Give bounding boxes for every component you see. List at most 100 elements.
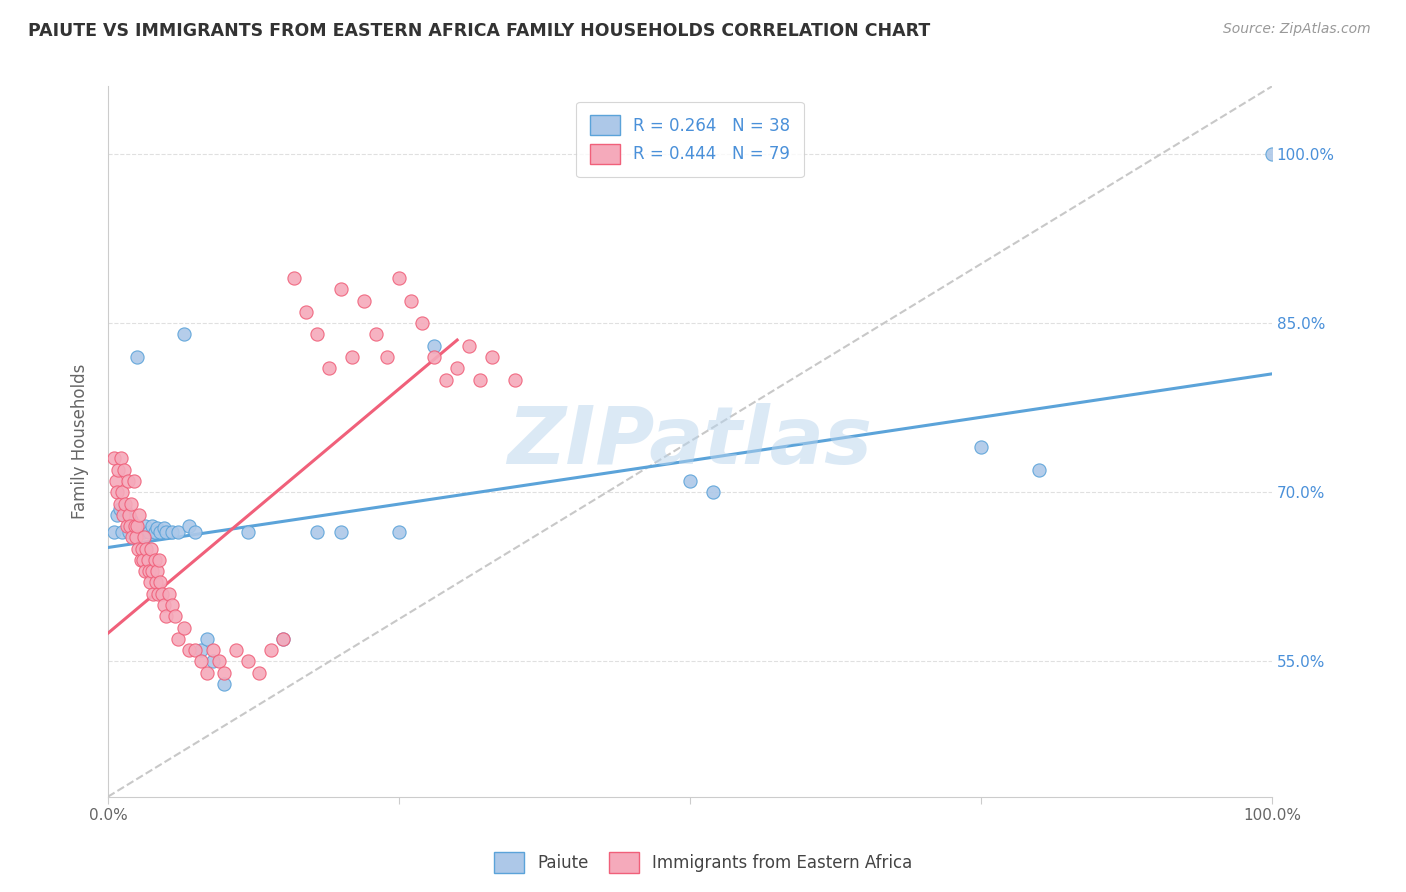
Point (103, 451, 125, 466)
Point (184, 524, 207, 539)
Text: ZIPatlas: ZIPatlas (508, 402, 873, 481)
Point (1028, 463, 1050, 477)
Point (148, 553, 170, 567)
Point (145, 575, 167, 590)
Point (105, 508, 128, 522)
Point (201, 654, 224, 668)
Point (166, 632, 188, 646)
Point (342, 350, 364, 364)
Point (114, 502, 136, 516)
Point (423, 350, 446, 364)
Point (115, 519, 138, 533)
Point (457, 339, 479, 353)
Point (122, 474, 145, 488)
Point (225, 643, 247, 657)
Point (143, 553, 166, 567)
Point (120, 496, 142, 510)
Point (207, 654, 229, 668)
Point (118, 524, 141, 539)
Point (247, 665, 270, 680)
Point (127, 541, 149, 556)
Point (107, 463, 129, 477)
Point (132, 524, 155, 539)
Point (120, 513, 142, 527)
Point (399, 293, 422, 308)
Point (134, 519, 156, 533)
Point (138, 564, 160, 578)
Point (132, 530, 155, 544)
Point (166, 524, 188, 539)
Point (135, 541, 157, 556)
Point (329, 524, 352, 539)
Point (108, 496, 131, 510)
Point (125, 530, 148, 544)
Point (121, 530, 143, 544)
Point (481, 350, 503, 364)
Point (103, 524, 125, 539)
Point (149, 524, 172, 539)
Point (179, 643, 201, 657)
Point (190, 654, 212, 668)
Point (105, 474, 128, 488)
Point (139, 541, 162, 556)
Point (179, 519, 201, 533)
Point (364, 327, 387, 342)
Point (112, 508, 135, 522)
Point (970, 440, 993, 454)
Point (131, 541, 153, 556)
Point (423, 339, 446, 353)
Point (283, 271, 305, 285)
Point (173, 621, 195, 635)
Point (143, 524, 166, 539)
Point (128, 508, 150, 522)
Point (165, 609, 187, 624)
Point (146, 521, 169, 535)
Point (149, 575, 172, 590)
Point (307, 524, 329, 539)
Point (411, 316, 433, 330)
Point (307, 327, 329, 342)
Point (110, 451, 132, 466)
Point (114, 496, 136, 510)
Point (214, 665, 236, 680)
Point (434, 372, 457, 386)
Point (160, 598, 183, 612)
Text: Source: ZipAtlas.com: Source: ZipAtlas.com (1223, 22, 1371, 37)
Point (118, 508, 141, 522)
Point (142, 587, 165, 601)
Point (353, 293, 375, 308)
Point (184, 643, 207, 657)
Point (108, 502, 131, 516)
Point (139, 575, 162, 590)
Point (117, 474, 139, 488)
Point (388, 271, 411, 285)
Point (111, 485, 134, 500)
Point (112, 463, 135, 477)
Point (1261, 147, 1284, 161)
Point (127, 519, 149, 533)
Point (105, 485, 128, 500)
Point (505, 372, 527, 386)
Point (160, 524, 183, 539)
Legend: Paiute, Immigrants from Eastern Africa: Paiute, Immigrants from Eastern Africa (488, 846, 918, 880)
Point (195, 665, 218, 680)
Point (190, 643, 212, 657)
Point (375, 350, 398, 364)
Point (153, 521, 176, 535)
Point (124, 519, 146, 533)
Text: PAIUTE VS IMMIGRANTS FROM EASTERN AFRICA FAMILY HOUSEHOLDS CORRELATION CHART: PAIUTE VS IMMIGRANTS FROM EASTERN AFRICA… (28, 22, 931, 40)
Point (260, 643, 283, 657)
Point (155, 524, 177, 539)
Point (702, 485, 724, 500)
Point (201, 643, 224, 657)
Point (155, 609, 177, 624)
Point (134, 564, 156, 578)
Point (122, 524, 145, 539)
Y-axis label: Family Households: Family Households (72, 364, 89, 519)
Point (271, 632, 294, 646)
Point (120, 519, 142, 533)
Point (271, 632, 294, 646)
Point (214, 677, 236, 691)
Point (127, 350, 149, 364)
Point (146, 587, 169, 601)
